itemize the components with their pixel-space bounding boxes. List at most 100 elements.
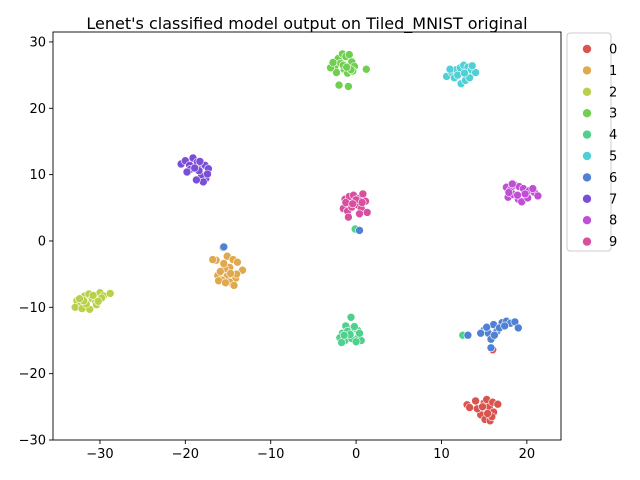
point-class-4-17	[339, 330, 349, 340]
point-class-0-15	[478, 402, 487, 412]
point-class-3-14	[344, 82, 353, 91]
point-class-0-16	[483, 409, 492, 418]
legend-marker-3	[582, 108, 592, 118]
point-class-5-15	[445, 64, 455, 74]
y-tick-label: −20	[19, 367, 46, 382]
point-class-4-11	[350, 322, 359, 331]
point-class-9-17	[357, 198, 367, 207]
y-tick-label: 30	[29, 35, 46, 50]
point-class-6-11	[476, 328, 486, 338]
point-class-4-0	[346, 312, 356, 322]
point-class-2-16	[88, 291, 98, 300]
point-class-8-13	[528, 184, 538, 193]
point-class-7-14	[182, 167, 192, 177]
legend-label-6: 6	[609, 171, 617, 186]
point-class-9-11	[362, 208, 372, 217]
legend-label-5: 5	[609, 150, 617, 165]
legend-label-1: 1	[609, 64, 617, 79]
point-class-9-12	[344, 212, 353, 222]
legend-marker-4	[582, 129, 592, 140]
y-tick-label: −30	[19, 434, 46, 449]
point-class-0-2	[471, 396, 480, 406]
point-class-8-16	[513, 190, 522, 200]
legend-marker-9	[582, 236, 592, 247]
point-class-6-15	[463, 330, 473, 340]
point-class-1-15	[221, 278, 230, 288]
legend-marker-2	[582, 87, 592, 97]
legend-label-3: 3	[609, 107, 617, 122]
point-class-1-4	[233, 257, 242, 267]
x-tick-label: 0	[352, 447, 360, 462]
scatter-points	[70, 49, 543, 426]
chart-title: Lenet's classified model output on Tiled…	[86, 14, 527, 34]
legend-label-7: 7	[609, 192, 617, 207]
point-class-9-4	[358, 189, 368, 199]
point-class-8-14	[507, 179, 517, 189]
point-class-5-14	[467, 61, 477, 71]
legend-frame	[566, 32, 612, 252]
point-class-3-4	[344, 50, 354, 59]
legend-marker-7	[582, 194, 592, 204]
point-class-9-14	[341, 198, 351, 207]
legend-label-0: 0	[609, 43, 617, 58]
plot-frame	[52, 31, 562, 441]
point-class-1-18	[226, 269, 235, 278]
point-class-3-19	[342, 62, 352, 72]
point-class-2-18	[94, 296, 103, 306]
y-tick-label: 0	[38, 234, 46, 249]
x-tick-label: −30	[86, 447, 113, 462]
point-class-1-19	[219, 259, 229, 268]
point-class-8-11	[517, 197, 527, 207]
point-class-6-13	[482, 322, 492, 332]
point-class-6-18	[355, 226, 364, 235]
point-class-6-16	[486, 343, 496, 353]
point-class-6-8	[513, 323, 523, 333]
point-class-3-18	[328, 58, 338, 67]
legend-marker-8	[582, 215, 592, 225]
point-class-6-12	[500, 321, 510, 331]
point-class-9-13	[355, 209, 364, 219]
point-class-0-1	[465, 403, 474, 412]
point-class-4-18	[351, 337, 361, 347]
legend-marker-6	[582, 172, 592, 183]
point-class-8-7	[533, 191, 543, 201]
point-class-2-8	[105, 289, 115, 298]
y-axis: −30 −20 −10 0 10 20 30	[19, 35, 53, 449]
point-class-1-7	[238, 265, 247, 275]
point-class-2-17	[75, 294, 84, 304]
point-class-7-16	[203, 169, 212, 179]
point-class-6-14	[490, 330, 499, 340]
point-class-1-14	[229, 281, 239, 290]
point-class-3-13	[334, 80, 344, 90]
legend-marker-5	[582, 151, 592, 161]
point-class-7-13	[192, 175, 201, 185]
point-class-7-17	[195, 157, 205, 166]
point-class-1-17	[216, 267, 225, 276]
point-class-6-17	[219, 242, 229, 252]
y-tick-label: 10	[29, 168, 46, 183]
legend-label-4: 4	[609, 128, 617, 143]
point-class-1-20	[208, 255, 217, 264]
legend-label-8: 8	[609, 214, 617, 229]
y-tick-label: −10	[19, 301, 46, 316]
point-class-5-13	[460, 68, 469, 78]
point-class-4-12	[337, 338, 346, 347]
x-axis: −30 −20 −10 0 10 20	[86, 440, 535, 462]
legend-label-2: 2	[609, 85, 617, 100]
legend: 0 1 2 3 4 5 6 7 8 9	[566, 32, 617, 252]
point-class-8-15	[520, 189, 530, 199]
point-class-9-16	[348, 199, 358, 209]
legend-marker-1	[582, 65, 592, 76]
x-tick-label: 10	[433, 447, 450, 462]
point-class-5-7	[471, 68, 480, 77]
x-tick-label: −10	[257, 447, 284, 462]
point-class-3-9	[332, 68, 341, 77]
point-class-3-15	[361, 64, 371, 74]
y-tick-label: 20	[29, 102, 46, 117]
x-tick-label: 20	[519, 447, 536, 462]
x-tick-label: −20	[172, 447, 199, 462]
point-class-8-17	[504, 188, 514, 197]
legend-label-9: 9	[609, 235, 617, 250]
point-class-4-14	[355, 328, 364, 338]
